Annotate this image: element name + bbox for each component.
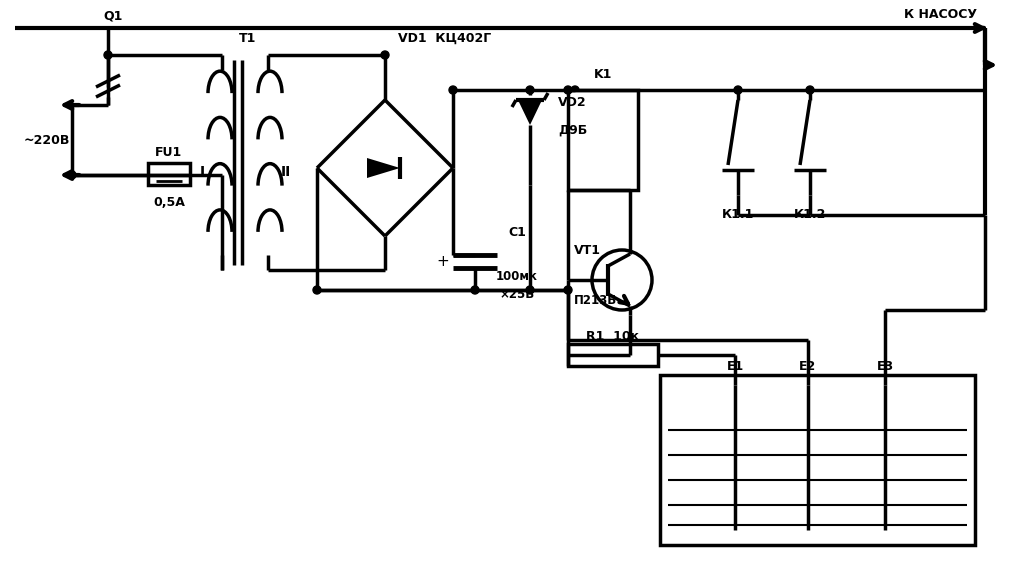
Circle shape bbox=[526, 86, 534, 94]
Circle shape bbox=[564, 86, 572, 94]
Text: Д9Б: Д9Б bbox=[558, 124, 587, 136]
Text: К1.2: К1.2 bbox=[794, 209, 826, 222]
Text: C1: C1 bbox=[508, 226, 526, 239]
Bar bbox=[568, 90, 638, 190]
Polygon shape bbox=[518, 100, 542, 125]
Text: VD1  КЦ402Г: VD1 КЦ402Г bbox=[398, 31, 492, 44]
Circle shape bbox=[571, 86, 579, 94]
Text: R1  10к: R1 10к bbox=[587, 331, 640, 344]
Text: П213Б: П213Б bbox=[574, 294, 617, 307]
Text: 100мк: 100мк bbox=[496, 271, 538, 283]
Text: ×25В: ×25В bbox=[500, 288, 535, 302]
Bar bbox=[148, 163, 190, 185]
Text: T1: T1 bbox=[240, 31, 257, 44]
Text: E2: E2 bbox=[800, 360, 816, 373]
Circle shape bbox=[471, 286, 479, 294]
Circle shape bbox=[381, 51, 389, 59]
Circle shape bbox=[526, 286, 534, 294]
Text: VT1: VT1 bbox=[574, 243, 601, 256]
Circle shape bbox=[68, 171, 76, 179]
Text: К1.1: К1.1 bbox=[722, 209, 755, 222]
Circle shape bbox=[104, 51, 112, 59]
Text: Q1: Q1 bbox=[103, 10, 123, 22]
Text: +: + bbox=[436, 254, 450, 268]
Text: 0,5А: 0,5А bbox=[153, 197, 185, 210]
Text: VD2: VD2 bbox=[558, 96, 587, 109]
Text: II: II bbox=[281, 165, 291, 179]
Bar bbox=[568, 344, 658, 366]
Text: E1: E1 bbox=[726, 360, 743, 373]
Circle shape bbox=[806, 86, 814, 94]
Text: E3: E3 bbox=[877, 360, 894, 373]
Circle shape bbox=[734, 86, 742, 94]
Circle shape bbox=[564, 286, 572, 294]
Circle shape bbox=[449, 86, 457, 94]
Text: К НАСОСУ: К НАСОСУ bbox=[903, 9, 977, 22]
Text: ~220В: ~220В bbox=[24, 133, 71, 146]
Text: K1: K1 bbox=[594, 68, 612, 82]
Polygon shape bbox=[367, 158, 400, 178]
Bar bbox=[660, 375, 975, 545]
Circle shape bbox=[313, 286, 321, 294]
Text: FU1: FU1 bbox=[156, 146, 182, 160]
Text: I: I bbox=[200, 165, 205, 179]
